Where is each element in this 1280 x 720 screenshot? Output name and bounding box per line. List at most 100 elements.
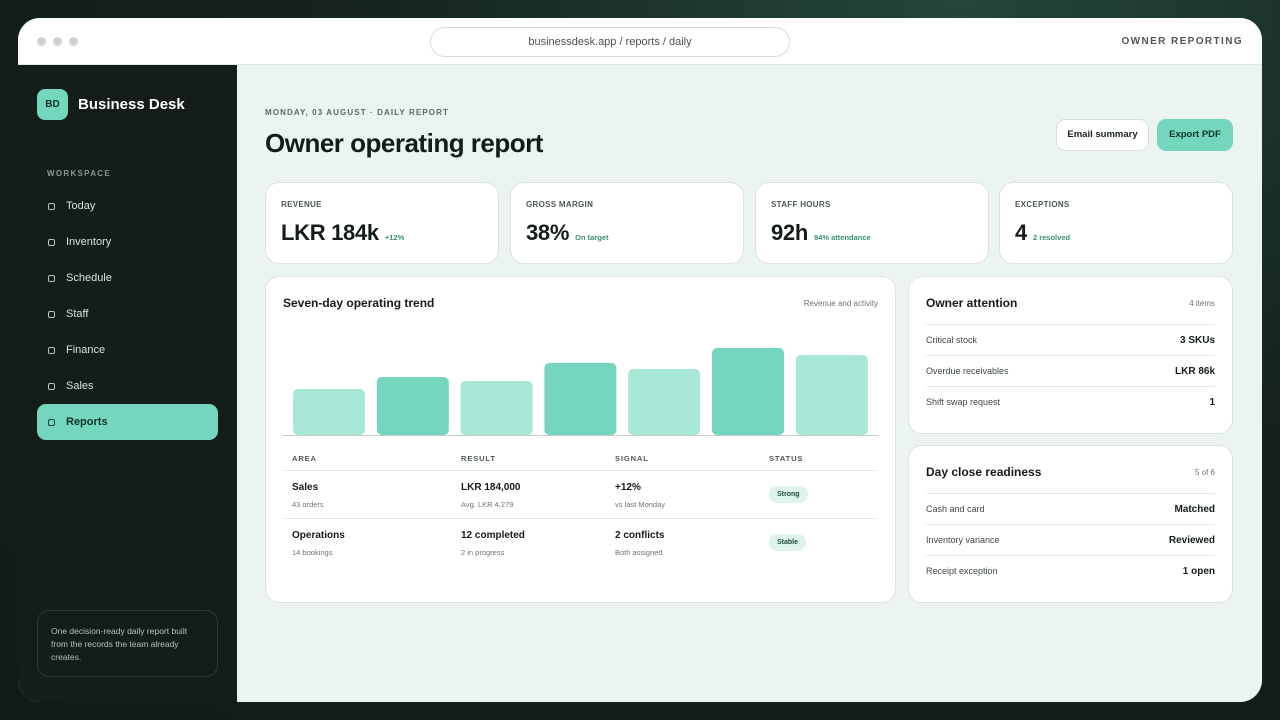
sidebar-item-label: Sales — [66, 380, 94, 392]
sidebar-item-inventory[interactable]: Inventory — [37, 224, 218, 260]
column-header-result: RESULT — [461, 454, 496, 463]
export-pdf-button[interactable]: Export PDF — [1157, 119, 1233, 151]
square-icon — [48, 346, 55, 354]
sidebar-nav: Today Inventory Schedule Staff Finance S… — [37, 188, 218, 440]
cell-signal: 2 conflicts — [615, 530, 665, 541]
column-header-status: STATUS — [769, 454, 804, 463]
cell-signal: +12% — [615, 482, 641, 493]
square-icon — [48, 418, 55, 426]
square-icon — [48, 238, 55, 246]
sidebar-item-finance[interactable]: Finance — [37, 332, 218, 368]
sidebar-item-reports[interactable]: Reports — [37, 404, 218, 440]
row-value: 3 SKUs — [1179, 334, 1215, 346]
attention-row[interactable]: Critical stock 3 SKUs — [926, 324, 1215, 355]
kpi-value: 92h — [771, 220, 809, 245]
square-icon — [48, 382, 55, 390]
cell-area-sub: 14 bookings — [292, 548, 333, 557]
kpi-card-staff-hours: STAFF HOURS 92h 94% attendance — [755, 182, 989, 264]
cell-area: Sales — [292, 482, 319, 493]
brand: BD Business Desk — [37, 89, 185, 120]
row-value: Reviewed — [1168, 534, 1215, 546]
table-divider — [283, 518, 878, 519]
column-header-signal: SIGNAL — [615, 454, 649, 463]
row-label: Critical stock — [926, 335, 978, 345]
sidebar-item-sales[interactable]: Sales — [37, 368, 218, 404]
kpi-delta: On target — [575, 233, 609, 242]
trend-bar — [795, 355, 868, 435]
trend-bar — [293, 389, 365, 435]
trend-bar — [460, 381, 533, 435]
cell-area: Operations — [292, 530, 345, 541]
row-label: Cash and card — [926, 504, 985, 514]
kpi-delta: 94% attendance — [814, 233, 871, 242]
sidebar-note: One decision-ready daily report built fr… — [37, 610, 218, 677]
square-icon — [48, 274, 55, 282]
kpi-value: 4 — [1015, 220, 1027, 245]
table-divider — [283, 470, 878, 471]
cell-signal-sub: vs last Monday — [615, 500, 666, 509]
trend-card: Seven-day operating trend Revenue and ac… — [265, 276, 896, 603]
sidebar-item-label: Reports — [66, 416, 108, 428]
maximize-dot[interactable] — [69, 37, 78, 46]
square-icon — [48, 310, 55, 318]
close-meta: 5 of 6 — [1194, 468, 1215, 477]
sidebar-item-today[interactable]: Today — [37, 188, 218, 224]
kpi-card-revenue: REVENUE LKR 184k +12% — [265, 182, 499, 264]
attention-row[interactable]: Overdue receivables LKR 86k — [926, 355, 1215, 386]
trend-meta: Revenue and activity — [803, 299, 878, 308]
trend-bar — [712, 348, 784, 435]
title-bar: businessdesk.app / reports / daily OWNER… — [18, 18, 1262, 65]
kpi-delta: +12% — [384, 233, 405, 242]
cell-area-sub: 43 orders — [292, 500, 324, 509]
row-label: Receipt exception — [926, 566, 998, 576]
close-row: Receipt exception 1 open — [926, 555, 1215, 586]
status-badge: Stable — [769, 534, 807, 551]
cell-result-sub: 2 in progress — [461, 548, 505, 557]
close-row: Cash and card Matched — [926, 493, 1215, 524]
attention-meta: 4 items — [1189, 299, 1215, 308]
row-value: LKR 86k — [1174, 365, 1215, 377]
owner-attention-card: Owner attention 4 items Critical stock 3… — [908, 276, 1233, 434]
brand-logo: BD — [37, 89, 68, 120]
kpi-delta: 2 resolved — [1032, 233, 1071, 242]
row-label: Inventory variance — [926, 535, 1000, 545]
close-dot[interactable] — [37, 37, 46, 46]
close-row: Inventory variance Reviewed — [926, 524, 1215, 555]
kpi-value: LKR 184k — [281, 220, 379, 245]
trend-bar — [544, 363, 617, 435]
trend-bar — [376, 377, 449, 435]
cell-result: 12 completed — [461, 530, 525, 541]
trend-bar — [628, 369, 701, 435]
email-summary-button[interactable]: Email summary — [1056, 119, 1149, 151]
main-content: MONDAY, 03 AUGUST · DAILY REPORT Owner o… — [237, 65, 1262, 702]
kpi-label: GROSS MARGIN — [526, 200, 594, 209]
report-date: MONDAY, 03 AUGUST · DAILY REPORT — [265, 108, 449, 117]
section-label: OWNER REPORTING — [1121, 36, 1243, 47]
kpi-label: STAFF HOURS — [771, 200, 831, 209]
sidebar-item-label: Schedule — [66, 272, 112, 284]
brand-name: Business Desk — [78, 96, 185, 113]
kpi-label: REVENUE — [281, 200, 322, 209]
cell-signal-sub: Both assigned — [615, 548, 663, 557]
page-title: Owner operating report — [265, 128, 543, 158]
row-value: Matched — [1174, 503, 1215, 515]
workspace-label: WORKSPACE — [47, 169, 111, 178]
close-title: Day close readiness — [926, 465, 1042, 479]
sidebar-item-staff[interactable]: Staff — [37, 296, 218, 332]
window-controls — [37, 37, 78, 46]
column-header-area: AREA — [292, 454, 317, 463]
sidebar-item-schedule[interactable]: Schedule — [37, 260, 218, 296]
minimize-dot[interactable] — [53, 37, 62, 46]
kpi-card-exceptions: EXCEPTIONS 4 2 resolved — [999, 182, 1233, 264]
kpi-label: EXCEPTIONS — [1015, 200, 1070, 209]
attention-row[interactable]: Shift swap request 1 — [926, 386, 1215, 417]
app-window: businessdesk.app / reports / daily OWNER… — [18, 18, 1262, 702]
address-bar[interactable]: businessdesk.app / reports / daily — [430, 27, 790, 57]
day-close-card: Day close readiness 5 of 6 Cash and card… — [908, 445, 1233, 603]
row-label: Shift swap request — [926, 397, 1001, 407]
row-label: Overdue receivables — [926, 366, 1009, 376]
attention-title: Owner attention — [926, 296, 1018, 310]
sidebar-item-label: Inventory — [66, 236, 112, 248]
sidebar: BD Business Desk WORKSPACE Today Invento… — [18, 65, 237, 702]
sidebar-item-label: Finance — [66, 344, 106, 356]
